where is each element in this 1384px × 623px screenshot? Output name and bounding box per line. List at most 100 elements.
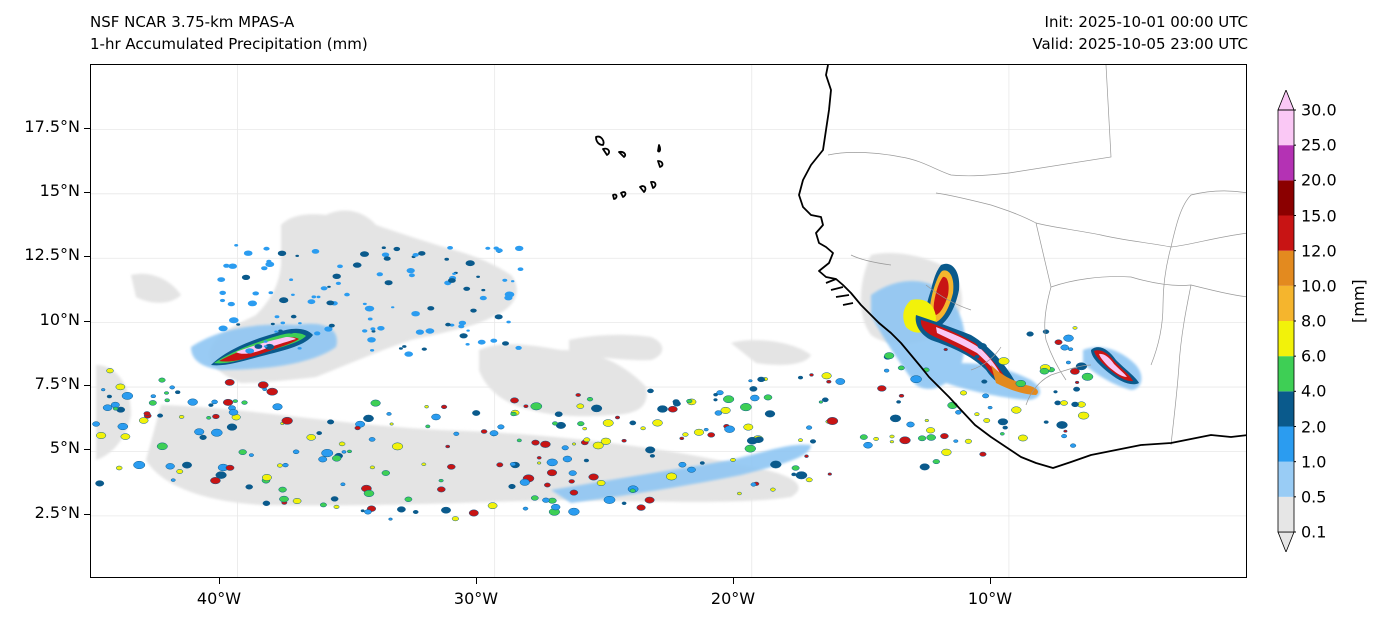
model-name: NSF NCAR 3.75-km MPAS-A	[90, 13, 295, 31]
convective-cell	[1071, 401, 1079, 408]
convective-cell	[1056, 421, 1068, 429]
convective-cell	[445, 322, 451, 327]
convective-cell	[412, 253, 419, 257]
convective-cell	[212, 413, 220, 420]
convective-cell	[536, 456, 542, 460]
convective-cell	[369, 465, 375, 470]
convective-cell	[926, 434, 936, 441]
convective-cell	[297, 347, 302, 350]
convective-cell	[389, 422, 394, 426]
convective-cell	[418, 251, 426, 256]
convective-cell	[289, 331, 294, 334]
convective-cell	[381, 252, 390, 258]
convective-cell	[877, 385, 887, 392]
convective-cell	[511, 280, 515, 283]
lon-tick	[476, 578, 477, 584]
convective-cell	[1073, 386, 1081, 392]
convective-cell	[821, 397, 829, 403]
convective-cell	[999, 432, 1005, 436]
convective-cell	[370, 399, 381, 407]
convective-cell	[404, 496, 413, 502]
convective-cell	[571, 442, 577, 446]
cape-verde-islands	[595, 135, 664, 200]
convective-cell	[906, 421, 915, 428]
convective-cell	[943, 347, 948, 352]
convective-cell	[889, 434, 895, 439]
coastlines	[595, 65, 1246, 469]
convective-cell	[362, 302, 367, 306]
convective-cell	[332, 455, 342, 462]
convective-cell	[415, 329, 424, 335]
convective-cell	[112, 406, 119, 411]
convective-cell	[750, 482, 757, 487]
convective-cell	[649, 454, 655, 458]
convective-cell	[480, 429, 488, 434]
convective-cell	[290, 314, 297, 319]
convective-cell	[1039, 367, 1050, 375]
lat-label-7-5: 7.5°N	[34, 374, 80, 393]
convective-cell	[797, 375, 804, 380]
colorbar-level-label: 6.0	[1301, 346, 1327, 366]
convective-cell	[344, 292, 350, 297]
convective-cell	[835, 378, 846, 385]
convective-cell	[667, 405, 678, 413]
colorbar-level-label: 2.0	[1301, 417, 1327, 436]
convective-cell	[979, 451, 987, 457]
convective-cell	[552, 421, 558, 426]
convective-cell	[289, 278, 294, 281]
convective-cell	[311, 295, 317, 299]
convective-cell	[510, 411, 517, 417]
convective-cell	[265, 261, 275, 267]
convective-cell	[368, 437, 376, 442]
convective-cell	[826, 417, 839, 425]
convective-cell	[210, 477, 221, 485]
lat-label-2-5: 2.5°N	[34, 503, 80, 522]
convective-cell	[208, 403, 214, 407]
convective-cell	[917, 435, 927, 442]
convective-cell	[1015, 379, 1027, 388]
convective-cell	[291, 293, 295, 296]
convective-cell	[791, 472, 797, 477]
convective-cell	[795, 471, 808, 480]
convective-cell	[1061, 434, 1068, 439]
convective-cell	[227, 301, 235, 307]
convective-cell	[101, 388, 106, 392]
map-panel[interactable]	[90, 64, 1247, 578]
convective-cell	[187, 398, 198, 406]
convective-cell	[652, 419, 663, 427]
convective-cell	[217, 277, 226, 282]
convective-cell	[314, 331, 321, 336]
convective-cell	[238, 449, 247, 455]
convective-cell	[919, 463, 930, 471]
convective-cell	[447, 463, 456, 470]
convective-cell	[583, 437, 591, 443]
convective-cell	[577, 421, 585, 427]
convective-cell	[804, 454, 809, 458]
precip-area-offshore	[731, 340, 811, 365]
convective-cell	[884, 352, 895, 360]
convective-cell	[360, 509, 365, 513]
convective-cell	[1017, 434, 1028, 442]
convective-cell	[1081, 372, 1094, 381]
convective-cell	[554, 411, 563, 417]
convective-cell	[724, 425, 735, 433]
convective-cell	[248, 453, 254, 457]
convective-cell	[363, 414, 374, 423]
convective-cell	[932, 459, 940, 465]
convective-cell	[306, 434, 316, 441]
convective-cell	[555, 421, 566, 429]
convective-cell	[402, 345, 407, 348]
lat-tick	[84, 385, 90, 386]
convective-cell	[319, 502, 327, 508]
convective-cell	[940, 433, 949, 440]
convective-cell	[713, 393, 718, 397]
convective-cell	[447, 246, 453, 250]
convective-cell	[270, 322, 275, 326]
convective-cell	[516, 438, 522, 443]
convective-cell	[441, 404, 448, 410]
convective-cell	[1065, 360, 1071, 365]
convective-cell	[252, 291, 259, 296]
convective-cell	[383, 256, 391, 261]
convective-cell	[1002, 425, 1008, 430]
convective-cell	[974, 412, 980, 417]
